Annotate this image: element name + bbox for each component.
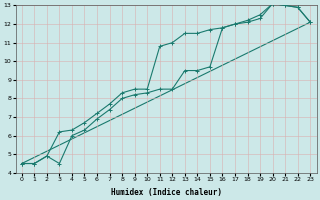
X-axis label: Humidex (Indice chaleur): Humidex (Indice chaleur) — [110, 188, 221, 197]
